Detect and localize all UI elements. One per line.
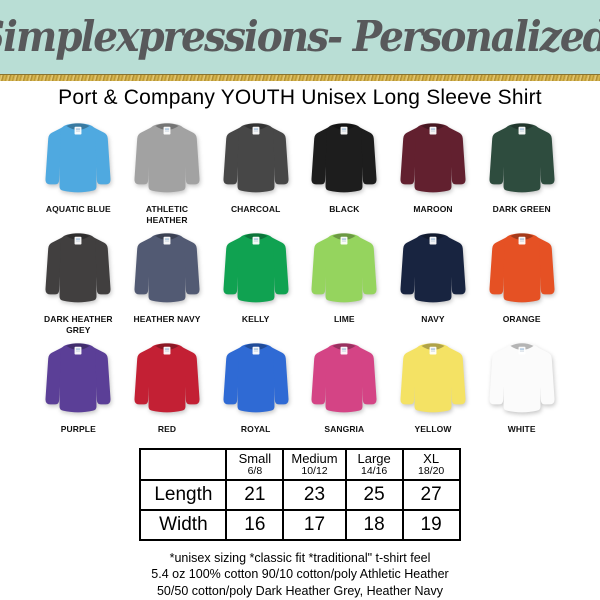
size-name: XL [423,451,440,466]
length-row: Length 21 23 25 27 [139,478,461,511]
color-label: KELLY [241,314,270,324]
shirt-graphic [124,335,210,423]
footnote-fit: *unisex sizing *classic fit *traditional… [169,550,431,565]
row-label-length: Length [139,478,228,511]
row-label-width: Width [139,508,228,541]
shirt-graphic [479,335,565,423]
size-range: 6/8 [247,464,263,477]
size-name: Small [238,451,272,466]
color-label: ATHLETIC HEATHER [145,204,189,225]
color-swatch-grid: AQUATIC BLUE ATHLETIC HEATHER CHARCOAL B… [0,113,600,445]
color-label: LIME [333,314,355,324]
color-label: BLACK [329,204,360,214]
size-chart-header-row: Small 6/8 Medium 10/12 Large 14/16 XL 18… [139,448,461,481]
color-swatch-sangria: SANGRIA [300,335,389,445]
color-swatch-yellow: YELLOW [389,335,478,445]
size-range: 14/16 [360,464,388,477]
shirt-graphic [124,115,210,203]
width-xl: 19 [401,508,461,541]
color-swatch-kelly: KELLY [211,225,300,335]
brand-name: Simplexpressions- Personalized! [0,12,600,62]
color-label: DARK HEATHER GREY [44,314,113,335]
color-swatch-aquatic-blue: AQUATIC BLUE [34,115,123,225]
shirt-graphic [301,335,387,423]
size-column-small: Small 6/8 [225,448,285,481]
length-xl: 27 [401,478,461,511]
shirt-graphic [213,115,299,203]
color-swatch-dark-heather-grey: DARK HEATHER GREY [34,225,123,335]
width-medium: 17 [282,508,347,541]
color-swatch-orange: ORANGE [477,225,566,335]
shirt-graphic [479,225,565,313]
shirt-graphic [35,225,121,313]
size-column-medium: Medium 10/12 [282,448,347,481]
color-swatch-navy: NAVY [389,225,478,335]
color-swatch-purple: PURPLE [34,335,123,445]
size-chart-corner-cell [139,448,228,481]
gold-glitter-divider [0,74,600,81]
color-label: ROYAL [240,424,271,434]
product-footnotes: *unisex sizing *classic fit *traditional… [0,550,600,600]
color-label: MAROON [413,204,453,214]
size-column-large: Large 14/16 [344,448,404,481]
color-swatch-heather-navy: HEATHER NAVY [123,225,212,335]
color-label: YELLOW [414,424,452,434]
shirt-graphic [213,225,299,313]
color-label: SANGRIA [324,424,365,434]
footnote-fabric: 5.4 oz 100% cotton 90/10 cotton/poly Ath… [151,567,449,582]
shirt-graphic [35,115,121,203]
length-large: 25 [344,478,404,511]
shirt-graphic [479,115,565,203]
color-label: PURPLE [60,424,96,434]
length-small: 21 [225,478,285,511]
footnote-fabric-heather: 50/50 cotton/poly Dark Heather Grey, Hea… [156,584,444,599]
color-swatch-black: BLACK [300,115,389,225]
color-label: WHITE [507,424,536,434]
size-column-xl: XL 18/20 [401,448,461,481]
length-medium: 23 [282,478,347,511]
brand-banner: Simplexpressions- Personalized! [0,0,600,74]
color-label: HEATHER NAVY [133,314,201,324]
color-label: NAVY [421,314,445,324]
product-title: Port & Company YOUTH Unisex Long Sleeve … [58,86,542,109]
width-row: Width 16 17 18 19 [139,508,461,541]
color-label: RED [157,424,177,434]
size-name: Medium [291,451,338,466]
color-label: AQUATIC BLUE [45,204,111,214]
color-label: ORANGE [502,314,541,324]
shirt-graphic [390,115,476,203]
width-small: 16 [225,508,285,541]
color-swatch-lime: LIME [300,225,389,335]
size-name: Large [357,451,391,466]
color-swatch-royal: ROYAL [211,335,300,445]
color-swatch-white: WHITE [477,335,566,445]
shirt-graphic [35,335,121,423]
size-chart-table: Small 6/8 Medium 10/12 Large 14/16 XL 18… [139,448,461,541]
shirt-graphic [213,335,299,423]
size-range: 10/12 [301,464,328,477]
width-large: 18 [344,508,404,541]
shirt-graphic [390,335,476,423]
shirt-graphic [124,225,210,313]
color-swatch-charcoal: CHARCOAL [211,115,300,225]
shirt-graphic [390,225,476,313]
color-swatch-athletic-heather: ATHLETIC HEATHER [123,115,212,225]
shirt-graphic [301,115,387,203]
color-swatch-dark-green: DARK GREEN [477,115,566,225]
color-label: CHARCOAL [230,204,281,214]
color-swatch-red: RED [123,335,212,445]
shirt-graphic [301,225,387,313]
size-range: 18/20 [417,464,445,477]
color-label: DARK GREEN [492,204,551,214]
color-swatch-maroon: MAROON [389,115,478,225]
